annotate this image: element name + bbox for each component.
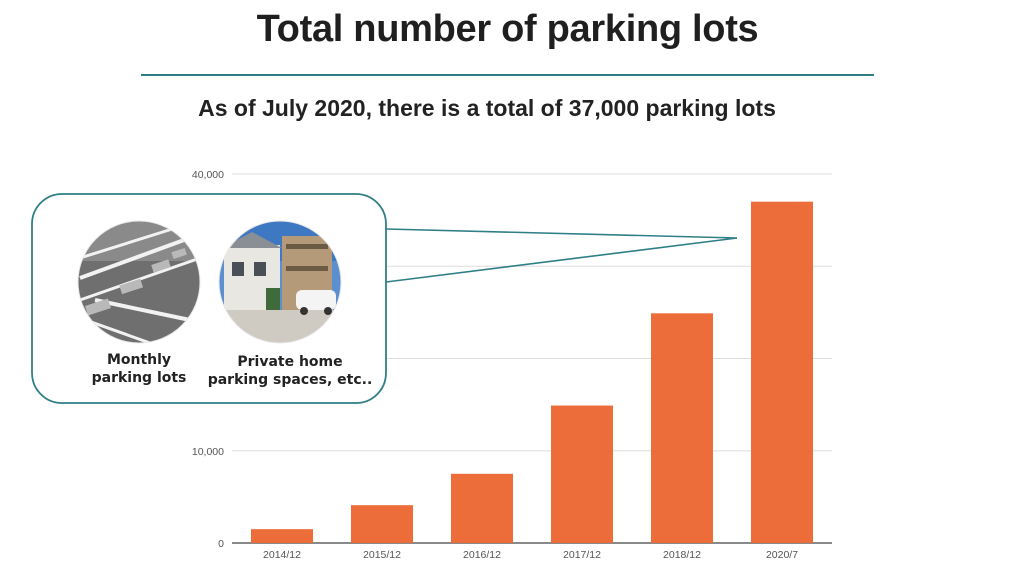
callout-label-private-line1: Private home bbox=[237, 354, 342, 370]
page-subtitle: As of July 2020, there is a total of 37,… bbox=[198, 95, 776, 121]
tick-labels-layer: 0 10,000 40,000 2014/12 2015/12 2016/12 2017/1… bbox=[192, 169, 798, 561]
x-tick-label: 2014/12 bbox=[263, 549, 301, 561]
x-tick-label: 2020/7 bbox=[766, 549, 798, 561]
bar-2018-12 bbox=[651, 313, 713, 543]
title-divider bbox=[141, 74, 874, 76]
page-title: Total number of parking lots bbox=[256, 8, 759, 50]
house-driveway-photo-icon bbox=[219, 221, 341, 343]
bar-2020-7 bbox=[751, 201, 813, 544]
y-tick-label: 10,000 bbox=[192, 446, 224, 458]
callout-box: Monthly parking lots Private home parkin… bbox=[31, 193, 387, 404]
callout-connector-top bbox=[385, 228, 738, 239]
y-tick-label: 0 bbox=[218, 538, 224, 550]
callout-label-monthly-line2: parking lots bbox=[92, 370, 187, 386]
callout-label-private-line2: parking spaces, etc.. bbox=[208, 372, 373, 388]
callout-connector-bottom bbox=[385, 237, 738, 283]
x-tick-label: 2018/12 bbox=[663, 549, 701, 561]
bar-2016-12 bbox=[451, 473, 513, 543]
bars-layer bbox=[251, 201, 813, 544]
x-tick-label: 2017/12 bbox=[563, 549, 601, 561]
x-tick-label: 2016/12 bbox=[463, 549, 501, 561]
callout-connector bbox=[385, 228, 738, 283]
bar-2017-12 bbox=[551, 405, 613, 543]
x-tick-label: 2015/12 bbox=[363, 549, 401, 561]
bar-2014-12 bbox=[251, 529, 313, 543]
callout-label-monthly-line1: Monthly bbox=[107, 352, 171, 368]
y-tick-label: 40,000 bbox=[192, 169, 224, 181]
bar-2015-12 bbox=[351, 505, 413, 543]
parking-lot-photo-icon bbox=[78, 221, 200, 343]
